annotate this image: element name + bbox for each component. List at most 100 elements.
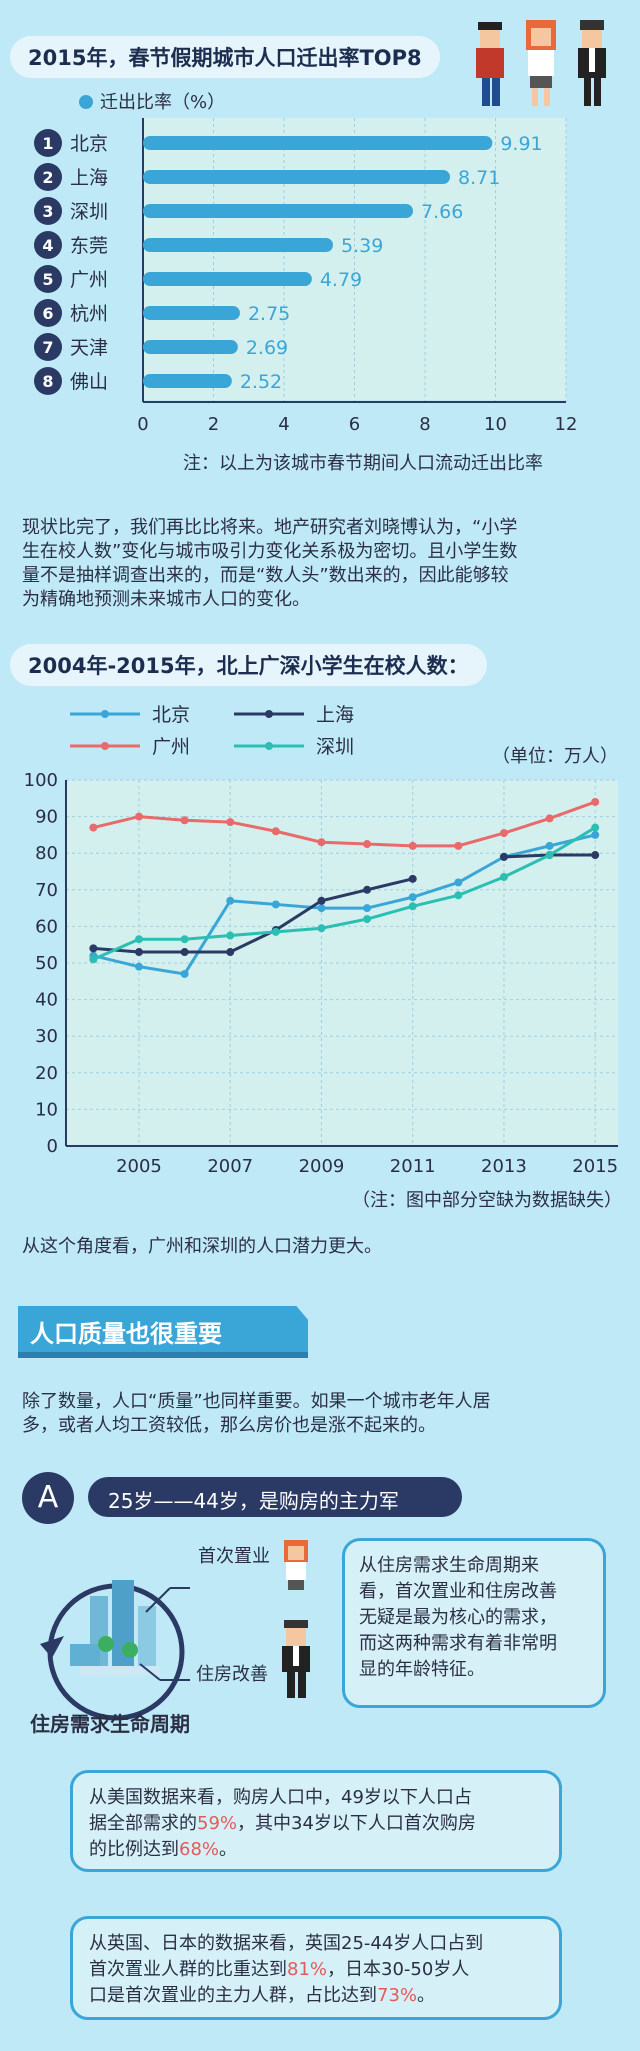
chart2-data-point bbox=[134, 948, 143, 957]
box2-highlight-1: 59% bbox=[197, 1813, 238, 1834]
chart1-legend-swatch bbox=[79, 95, 93, 109]
chart2-data-point bbox=[408, 841, 417, 850]
chart2-data-point bbox=[499, 852, 508, 861]
chart2-y-tick: 80 bbox=[35, 843, 58, 864]
box2-text-e: 。 bbox=[219, 1839, 238, 1860]
box3-line-1: 从英国、日本的数据来看，英国25-44岁人口占到 bbox=[89, 1933, 484, 1954]
lifecycle-caption: 住房需求生命周期 bbox=[30, 1712, 190, 1736]
chart1-rank-number: 2 bbox=[42, 168, 53, 187]
chart2-data-point bbox=[545, 851, 554, 860]
chart2-data-point bbox=[317, 838, 326, 847]
chart2-x-tick: 2009 bbox=[299, 1156, 345, 1177]
box3-line-2: 首次置业人群的比重达到81%，日本30-50岁人 bbox=[89, 1957, 543, 1983]
chart2-data-point bbox=[408, 893, 417, 902]
chart2-data-point bbox=[591, 823, 600, 832]
box2-line-1: 从美国数据来看，购房人口中，49岁以下人口占 bbox=[89, 1787, 472, 1808]
chart1-x-tick: 10 bbox=[484, 414, 507, 435]
chart2-data-point bbox=[271, 827, 280, 836]
chart2-series-line bbox=[93, 833, 596, 976]
chart1-category-label: 天津 bbox=[70, 337, 108, 359]
people-illustration-icon bbox=[476, 20, 606, 106]
chart2-title: 2004年-2015年，北上广深小学生在校人数： bbox=[10, 644, 487, 686]
paragraph-1-line-2: 生在校人数”变化与城市吸引力变化关系极为密切。且小学生数 bbox=[22, 541, 518, 562]
chart1-value-label: 9.91 bbox=[500, 133, 542, 155]
chart2-data-point bbox=[454, 891, 463, 900]
box-usa: 从美国数据来看，购房人口中，49岁以下人口占 据全部需求的59%，其中34岁以下… bbox=[70, 1770, 562, 1872]
box1-line-1: 从住房需求生命周期来 bbox=[359, 1555, 539, 1576]
chart2-y-tick: 50 bbox=[35, 953, 58, 974]
chart1-rank-badge bbox=[34, 367, 62, 395]
section-text-line-2: 多，或者人均工资较低，那么房价也是涨不起来的。 bbox=[22, 1415, 436, 1436]
chart2-data-point bbox=[408, 874, 417, 883]
chart1-rank-number: 4 bbox=[42, 236, 53, 255]
chart2-data-point bbox=[180, 816, 189, 825]
chart2-data-point bbox=[180, 935, 189, 944]
chart2-y-tick: 30 bbox=[35, 1026, 58, 1047]
chart1-bar bbox=[143, 340, 238, 354]
box2-text-b: 据全部需求的 bbox=[89, 1813, 197, 1834]
chart2-data-point bbox=[317, 896, 326, 905]
chart2-data-point bbox=[363, 840, 372, 849]
chart2-data-point bbox=[89, 944, 98, 953]
chart2-data-point bbox=[545, 841, 554, 850]
chart2-data-point bbox=[317, 924, 326, 933]
chart2-y-tick: 0 bbox=[47, 1136, 58, 1157]
chart2-legend-label: 上海 bbox=[316, 704, 354, 726]
section-banner: 人口质量也很重要 bbox=[18, 1306, 308, 1352]
chart2-note: （注：图中部分空缺为数据缺失） bbox=[352, 1190, 622, 1211]
chart1-bar bbox=[143, 204, 414, 218]
chart2-legend-label: 广州 bbox=[152, 736, 190, 758]
chart2-x-tick: 2005 bbox=[116, 1156, 162, 1177]
chart1-value-label: 8.71 bbox=[458, 167, 500, 189]
chart1-note: 注：以上为该城市春节期间人口流动迁出比率 bbox=[183, 453, 543, 474]
box3-text-d: 口是首次置业的主力人群，占比达到 bbox=[89, 1985, 377, 2006]
chart1-rank-number: 8 bbox=[42, 372, 53, 391]
chart2-y-tick: 70 bbox=[35, 880, 58, 901]
chart2-y-tick: 100 bbox=[24, 770, 58, 791]
chart1-category-label: 深圳 bbox=[70, 201, 108, 223]
chart1-bar bbox=[143, 272, 312, 286]
chart2-data-point bbox=[454, 841, 463, 850]
chart1-category-label: 广州 bbox=[70, 269, 108, 291]
chart1-x-tick: 4 bbox=[278, 414, 289, 435]
chart1-x-tick: 6 bbox=[349, 414, 360, 435]
chart2-data-point bbox=[545, 814, 554, 823]
chart2-data-point bbox=[134, 812, 143, 821]
chart1-value-label: 2.52 bbox=[240, 371, 282, 393]
chart1-rank-badge bbox=[34, 333, 62, 361]
line-chart-students: 0 10 20 30 40 50 60 70 80 90 100 2005 2007 2009 2011 20… bbox=[24, 704, 622, 1211]
chart1-category-label: 杭州 bbox=[70, 303, 108, 325]
paragraph-1-line-4: 为精确地预测未来城市人口的变化。 bbox=[22, 589, 310, 610]
box1-line-3: 无疑是最为核心的需求， bbox=[359, 1607, 557, 1628]
section-banner-text: 人口质量也很重要 bbox=[30, 1320, 222, 1348]
box3-text-b: 首次置业人群的比重达到 bbox=[89, 1959, 287, 1980]
chart2-data-point bbox=[363, 885, 372, 894]
chart1-value-label: 5.39 bbox=[341, 235, 383, 257]
chart1-x-tick: 12 bbox=[555, 414, 578, 435]
chart2-y-tick: 60 bbox=[35, 916, 58, 937]
chart2-data-point bbox=[134, 935, 143, 944]
chart2-x-tick: 2013 bbox=[481, 1156, 527, 1177]
box2-line-2: 据全部需求的59%，其中34岁以下人口首次购房 bbox=[89, 1811, 543, 1837]
chart2-x-tick: 2011 bbox=[390, 1156, 436, 1177]
chart2-series-line bbox=[93, 800, 596, 848]
box3-highlight-1: 81% bbox=[287, 1959, 328, 1980]
chart2-legend-label: 北京 bbox=[152, 704, 190, 726]
chart2-data-point bbox=[89, 823, 98, 832]
chart2-data-point bbox=[591, 851, 600, 860]
chart2-data-point bbox=[317, 904, 326, 913]
chart1-title: 2015年，春节假期城市人口迁出率TOP8 bbox=[10, 36, 440, 78]
box2-line-3: 的比例达到68%。 bbox=[89, 1837, 543, 1863]
box2-highlight-2: 68% bbox=[179, 1839, 220, 1860]
badge-a: A bbox=[22, 1472, 74, 1524]
chart1-category-label: 东莞 bbox=[70, 235, 108, 257]
chart2-y-tick: 90 bbox=[35, 807, 58, 828]
chart1-value-label: 2.69 bbox=[246, 337, 288, 359]
paragraph-1-line-3: 量不是抽样调查出来的，而是“数人头”数出来的，因此能够较 bbox=[22, 565, 509, 586]
subtitle-text: 25岁——44岁，是购房的主力军 bbox=[108, 1489, 399, 1513]
chart1-x-tick: 0 bbox=[137, 414, 148, 435]
chart2-legend-label: 深圳 bbox=[316, 736, 354, 758]
chart2-data-point bbox=[134, 962, 143, 971]
chart1-bar bbox=[143, 136, 493, 150]
chart2-x-tick: 2007 bbox=[207, 1156, 253, 1177]
